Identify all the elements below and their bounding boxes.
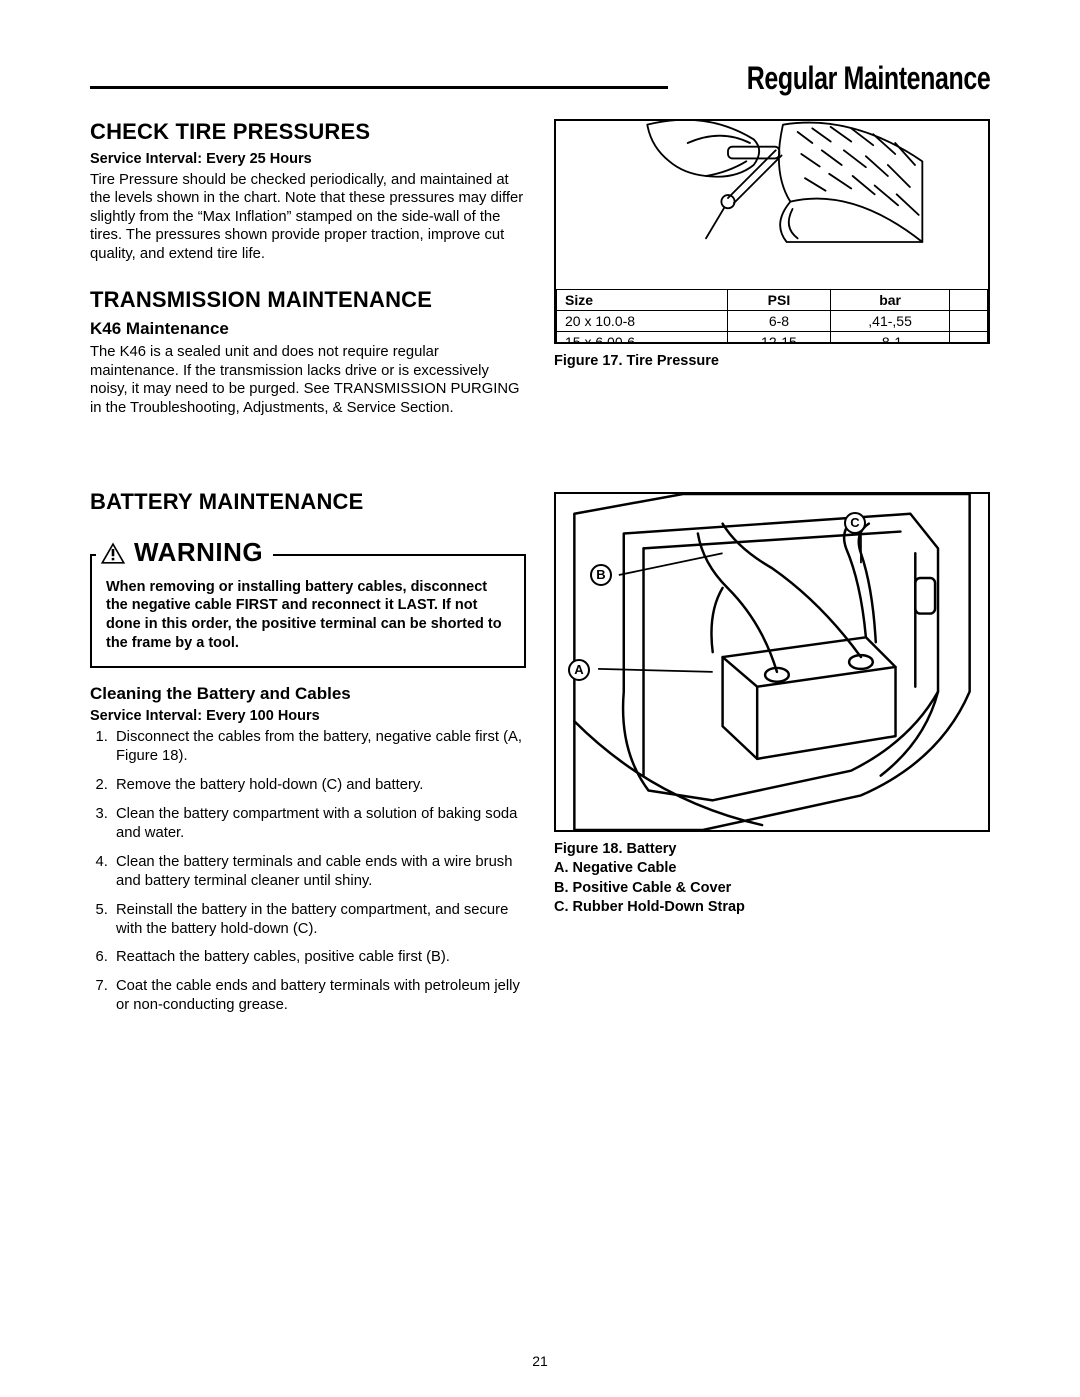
battery-interval: Service Interval: Every 100 Hours <box>90 708 526 724</box>
tires-body: Tire Pressure should be checked periodic… <box>90 171 526 263</box>
tire-illustration <box>556 121 988 286</box>
figure-17-box: Size PSI bar 20 x 10.0-8 6-8 ,41-,55 15 … <box>554 119 990 344</box>
th-blank <box>950 290 988 311</box>
warning-header: WARNING <box>96 537 273 568</box>
tires-interval: Service Interval: Every 25 Hours <box>90 151 526 167</box>
tires-heading: CHECK TIRE PRESSURES <box>90 119 526 145</box>
step-1: Disconnect the cables from the battery, … <box>112 728 526 766</box>
warning-block: WARNING When removing or installing batt… <box>90 521 526 668</box>
row2-bar: ,8-1 <box>831 332 950 345</box>
row1-psi: 6-8 <box>727 311 831 332</box>
step-3: Clean the battery compartment with a sol… <box>112 805 526 843</box>
figure-18-box: A B C <box>554 492 990 832</box>
fig18-cap-1: Figure 18. Battery <box>554 840 990 860</box>
th-psi: PSI <box>727 290 831 311</box>
warning-icon <box>100 541 126 565</box>
section-title: Regular Maintenance <box>739 60 990 97</box>
row2-psi: 12-15 <box>727 332 831 345</box>
callout-leaders <box>556 494 988 830</box>
step-2: Remove the battery hold-down (C) and bat… <box>112 776 526 795</box>
step-5: Reinstall the battery in the battery com… <box>112 901 526 939</box>
step-7: Coat the cable ends and battery terminal… <box>112 977 526 1015</box>
th-size: Size <box>557 290 728 311</box>
trans-heading: TRANSMISSION MAINTENANCE <box>90 287 526 313</box>
step-6: Reattach the battery cables, positive ca… <box>112 948 526 967</box>
row2-size: 15 x 6.00-6 <box>557 332 728 345</box>
figure-17-caption: Figure 17. Tire Pressure <box>554 352 990 372</box>
fig18-cap-2: A. Negative Cable <box>554 859 990 879</box>
clean-heading: Cleaning the Battery and Cables <box>90 684 526 704</box>
trans-sub: K46 Maintenance <box>90 319 526 339</box>
warning-body: When removing or installing battery cabl… <box>90 554 526 668</box>
right-column: Size PSI bar 20 x 10.0-8 6-8 ,41-,55 15 … <box>554 119 990 1025</box>
fig18-cap-4: C. Rubber Hold-Down Strap <box>554 898 990 918</box>
warning-label: WARNING <box>134 537 263 568</box>
row1-bar: ,41-,55 <box>831 311 950 332</box>
trans-body: The K46 is a sealed unit and does not re… <box>90 343 526 417</box>
figure-18-caption: Figure 18. Battery A. Negative Cable B. … <box>554 840 990 918</box>
step-4: Clean the battery terminals and cable en… <box>112 853 526 891</box>
header-rule <box>90 86 668 89</box>
battery-heading: BATTERY MAINTENANCE <box>90 489 526 515</box>
battery-steps: Disconnect the cables from the battery, … <box>90 728 526 1015</box>
page-number: 21 <box>0 1353 1080 1369</box>
two-column-layout: CHECK TIRE PRESSURES Service Interval: E… <box>90 119 990 1025</box>
th-bar: bar <box>831 290 950 311</box>
row2-blank <box>950 332 988 345</box>
section-header: Regular Maintenance <box>90 60 990 97</box>
fig18-cap-3: B. Positive Cable & Cover <box>554 879 990 899</box>
row1-size: 20 x 10.0-8 <box>557 311 728 332</box>
tire-pressure-table: Size PSI bar 20 x 10.0-8 6-8 ,41-,55 15 … <box>556 289 988 344</box>
left-column: CHECK TIRE PRESSURES Service Interval: E… <box>90 119 526 1025</box>
row1-blank <box>950 311 988 332</box>
